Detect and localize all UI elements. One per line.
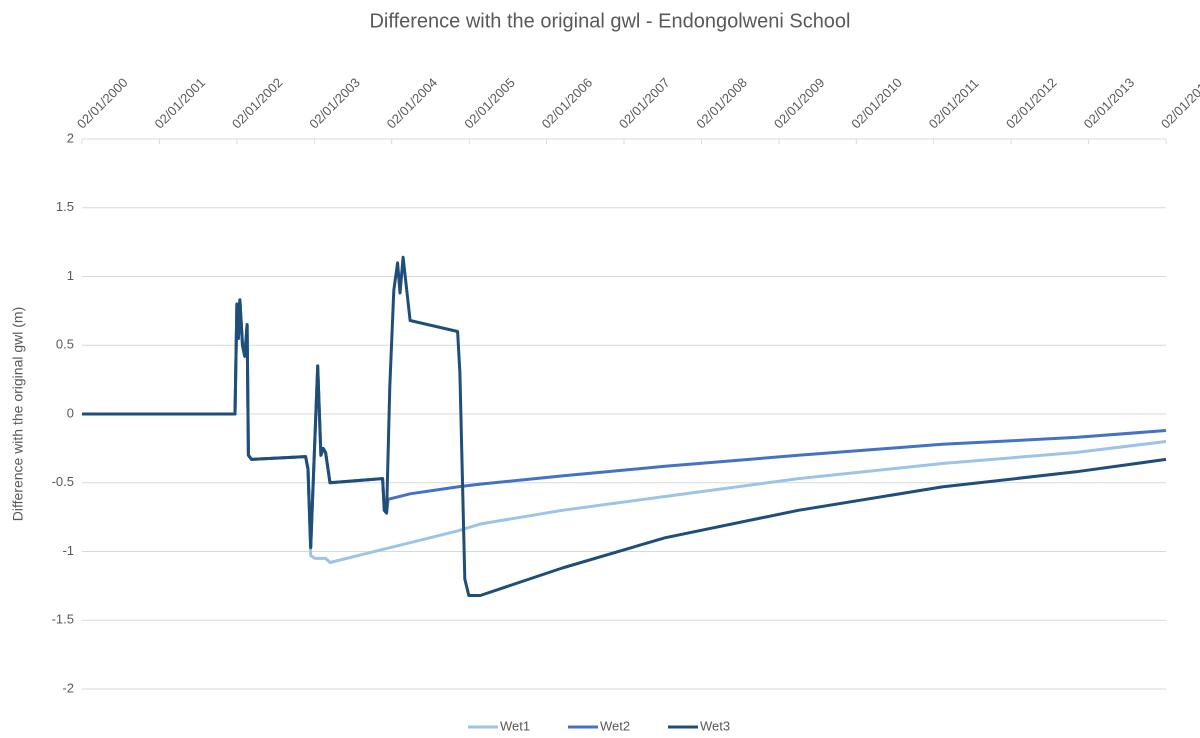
x-tick-label: 02/01/2002 xyxy=(229,75,286,132)
legend-label: Wet3 xyxy=(700,718,730,733)
chart-title: Difference with the original gwl - Endon… xyxy=(369,10,850,32)
y-tick-label: -0.5 xyxy=(52,474,74,489)
x-tick-label: 02/01/2004 xyxy=(384,75,441,132)
x-tick-label: 02/01/2003 xyxy=(306,75,363,132)
y-tick-label: 2 xyxy=(67,130,74,145)
x-tick-label: 02/01/2006 xyxy=(539,75,596,132)
y-tick-label: 0.5 xyxy=(56,337,74,352)
x-tick-label: 02/01/2001 xyxy=(152,75,209,132)
x-tick-label: 02/01/2009 xyxy=(771,75,828,132)
series-line xyxy=(82,255,1167,597)
x-tick-label: 02/01/2010 xyxy=(848,75,905,132)
x-tick-label: 02/01/2007 xyxy=(616,75,673,132)
y-tick-label: 1 xyxy=(67,268,74,283)
x-tick-label: 02/01/2008 xyxy=(693,75,750,132)
y-tick-label: 0 xyxy=(67,405,74,420)
y-axis-label: Difference with the original gwl (m) xyxy=(10,307,26,522)
x-tick-label: 02/01/2014 xyxy=(1158,75,1200,132)
x-tick-label: 02/01/2012 xyxy=(1003,75,1060,132)
y-tick-label: -1.5 xyxy=(52,612,74,627)
legend-label: Wet2 xyxy=(600,718,630,733)
y-tick-label: -1 xyxy=(62,543,74,558)
legend-label: Wet1 xyxy=(500,718,530,733)
y-tick-label: 1.5 xyxy=(56,199,74,214)
x-tick-label: 02/01/2005 xyxy=(461,75,518,132)
x-tick-label: 02/01/2013 xyxy=(1081,75,1138,132)
x-tick-label: 02/01/2000 xyxy=(74,75,131,132)
x-tick-label: 02/01/2011 xyxy=(926,76,982,132)
y-tick-label: -2 xyxy=(62,680,74,695)
series-line xyxy=(82,298,1167,549)
